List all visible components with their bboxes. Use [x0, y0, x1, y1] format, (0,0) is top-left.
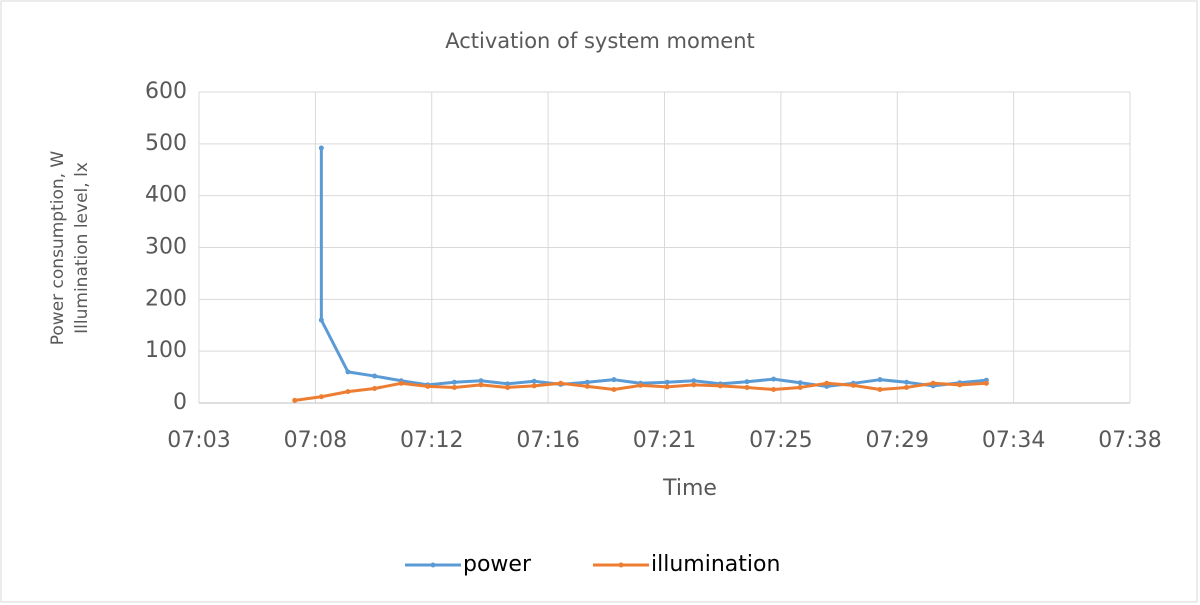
x-axis-label: Time	[662, 476, 717, 501]
data-point	[451, 379, 457, 385]
y-axis-label: Illumination level, lx	[72, 162, 92, 334]
data-point	[797, 384, 803, 390]
legend-label: illumination	[651, 552, 780, 577]
x-tick-label: 07:21	[633, 428, 696, 453]
y-tick-label: 200	[145, 286, 187, 311]
data-point	[425, 383, 431, 389]
data-point	[345, 389, 351, 395]
data-point	[531, 383, 537, 389]
data-point	[345, 369, 351, 375]
y-tick-label: 100	[145, 338, 187, 363]
data-point	[318, 394, 324, 400]
x-tick-label: 07:34	[982, 428, 1045, 453]
data-point	[451, 384, 457, 390]
data-point	[611, 377, 617, 383]
data-point	[957, 382, 963, 388]
y-axis-label: Power consumption, W	[48, 151, 68, 346]
data-point	[824, 380, 830, 386]
data-point	[292, 397, 298, 403]
data-point	[664, 384, 670, 390]
data-point	[930, 380, 936, 386]
legend-marker	[430, 562, 436, 568]
legend-marker	[618, 562, 624, 568]
data-point	[691, 378, 697, 384]
data-point	[318, 145, 324, 151]
x-tick-label: 07:12	[400, 428, 463, 453]
data-point	[584, 379, 590, 385]
data-point	[771, 376, 777, 382]
data-point	[478, 382, 484, 388]
data-point	[531, 378, 537, 384]
legend-label: power	[463, 552, 532, 577]
data-point	[478, 378, 484, 384]
data-point	[744, 379, 750, 385]
data-point	[638, 382, 644, 388]
data-point	[877, 377, 883, 383]
data-point	[904, 379, 910, 385]
data-point	[611, 387, 617, 393]
data-point	[797, 380, 803, 386]
data-point	[664, 379, 670, 385]
data-point	[584, 383, 590, 389]
y-tick-label: 0	[173, 390, 187, 415]
data-point	[904, 384, 910, 390]
data-point	[691, 382, 697, 388]
x-tick-label: 07:16	[516, 428, 579, 453]
x-tick-label: 07:03	[167, 428, 230, 453]
data-point	[505, 384, 511, 390]
chart-title: Activation of system moment	[445, 29, 755, 53]
data-point	[771, 387, 777, 393]
x-tick-label: 07:08	[284, 428, 347, 453]
data-point	[398, 380, 404, 386]
data-point	[877, 387, 883, 393]
y-tick-label: 600	[145, 79, 187, 104]
x-tick-label: 07:38	[1098, 428, 1161, 453]
x-tick-label: 07:25	[749, 428, 812, 453]
data-point	[372, 385, 378, 391]
data-point	[744, 384, 750, 390]
y-tick-label: 500	[145, 131, 187, 156]
data-point	[983, 380, 989, 386]
y-tick-label: 300	[145, 235, 187, 260]
y-tick-label: 400	[145, 183, 187, 208]
data-point	[717, 383, 723, 389]
data-point	[558, 380, 564, 386]
x-tick-label: 07:29	[866, 428, 929, 453]
data-point	[318, 317, 324, 323]
data-point	[505, 381, 511, 387]
data-point	[850, 382, 856, 388]
data-point	[372, 373, 378, 379]
